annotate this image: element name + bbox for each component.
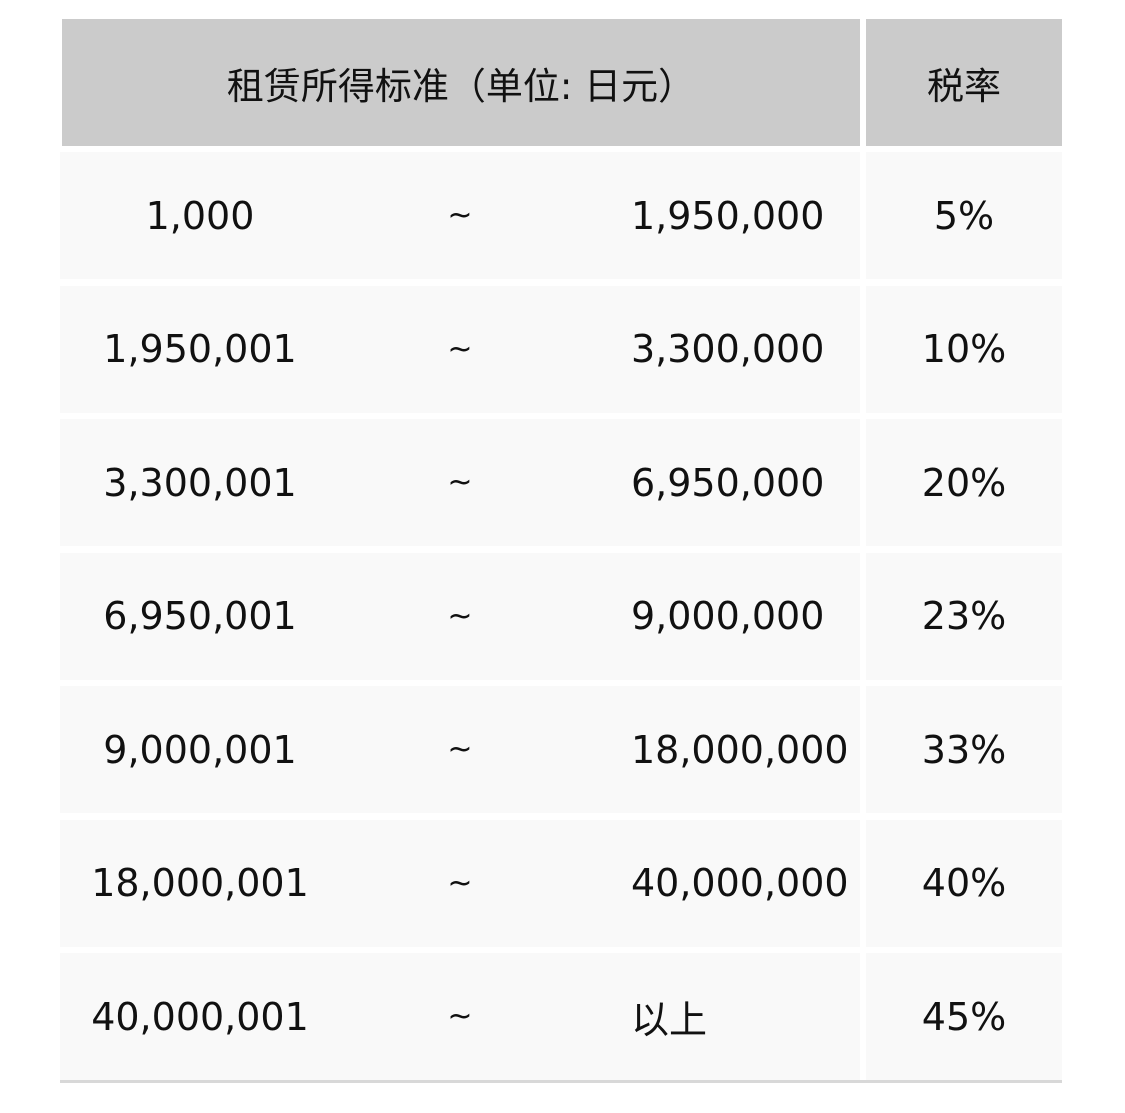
table-row: 1,000 ~ 1,950,000 5%: [60, 152, 1062, 279]
range-from: 1,950,001: [103, 327, 297, 371]
range-to: 6,950,000: [631, 460, 825, 505]
range-from: 18,000,001: [91, 861, 309, 905]
rate-cell: 33%: [866, 686, 1062, 813]
rate-cell: 5%: [866, 152, 1062, 279]
table-row: 40,000,001 ~ 以上 45%: [60, 953, 1062, 1083]
range-from: 40,000,001: [91, 994, 309, 1039]
tax-rate-table: 租赁所得标准（单位: 日元） 税率 1,000 ~ 1,950,000 5% 1…: [60, 19, 1062, 1090]
range-to: 3,300,000: [631, 327, 825, 371]
table-row: 1,950,001 ~ 3,300,000 10%: [60, 285, 1062, 413]
rate-cell: 20%: [866, 419, 1062, 546]
table-row: 18,000,001 ~ 40,000,000 40%: [60, 819, 1062, 947]
range-to: 以上: [631, 998, 708, 1042]
range-to: 18,000,000: [631, 727, 849, 772]
range-separator: ~: [447, 598, 473, 634]
rate-cell: 40%: [866, 819, 1062, 947]
range-separator: ~: [447, 865, 473, 901]
table-row: 6,950,001 ~ 9,000,000 23%: [60, 552, 1062, 680]
table-row: 3,300,001 ~ 6,950,000 20%: [60, 419, 1062, 546]
range-cell: 3,300,001 ~ 6,950,000: [60, 419, 860, 546]
header-rate: 税率: [866, 19, 1062, 146]
rate-cell: 10%: [866, 285, 1062, 413]
range-cell: 18,000,001 ~ 40,000,000: [60, 819, 860, 947]
range-separator: ~: [447, 465, 473, 500]
range-cell: 1,950,001 ~ 3,300,000: [60, 285, 860, 413]
range-separator: ~: [447, 198, 473, 233]
range-cell: 1,000 ~ 1,950,000: [60, 152, 860, 279]
range-separator: ~: [447, 331, 473, 367]
table-row: 9,000,001 ~ 18,000,000 33%: [60, 686, 1062, 813]
range-from: 9,000,001: [103, 727, 297, 772]
range-cell: 9,000,001 ~ 18,000,000: [60, 686, 860, 813]
range-from: 1,000: [145, 193, 255, 238]
range-to: 9,000,000: [631, 594, 825, 638]
range-to: 40,000,000: [631, 861, 849, 905]
range-from: 6,950,001: [103, 594, 297, 638]
range-separator: ~: [447, 732, 473, 767]
rate-cell: 45%: [866, 953, 1062, 1080]
range-cell: 40,000,001 ~ 以上: [60, 953, 860, 1080]
range-from: 3,300,001: [103, 460, 297, 505]
range-separator: ~: [447, 999, 473, 1034]
header-range: 租赁所得标准（单位: 日元）: [62, 19, 860, 146]
range-to: 1,950,000: [631, 193, 825, 238]
range-cell: 6,950,001 ~ 9,000,000: [60, 552, 860, 680]
rate-cell: 23%: [866, 552, 1062, 680]
table-header-row: 租赁所得标准（单位: 日元） 税率: [60, 19, 1062, 146]
